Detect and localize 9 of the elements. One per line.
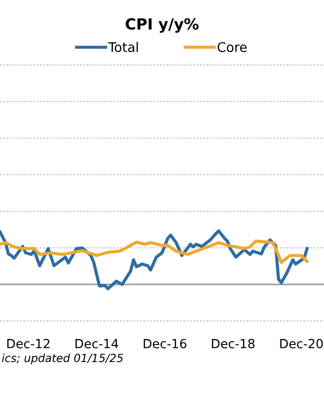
x-tick-label: Dec-14: [76, 339, 118, 348]
x-tick-label: Dec-16: [144, 338, 186, 348]
x-tick-label: Dec-20: [280, 338, 323, 348]
x-tick-label: Dec-18: [212, 338, 254, 348]
legend-label: Core: [218, 42, 247, 52]
text: ics; updated 01/15/25: [2, 354, 123, 364]
x-tick-label: Dec-12: [7, 338, 50, 348]
chart-title: CPI y/y%: [126, 18, 199, 33]
legend-label: Total: [108, 42, 138, 52]
